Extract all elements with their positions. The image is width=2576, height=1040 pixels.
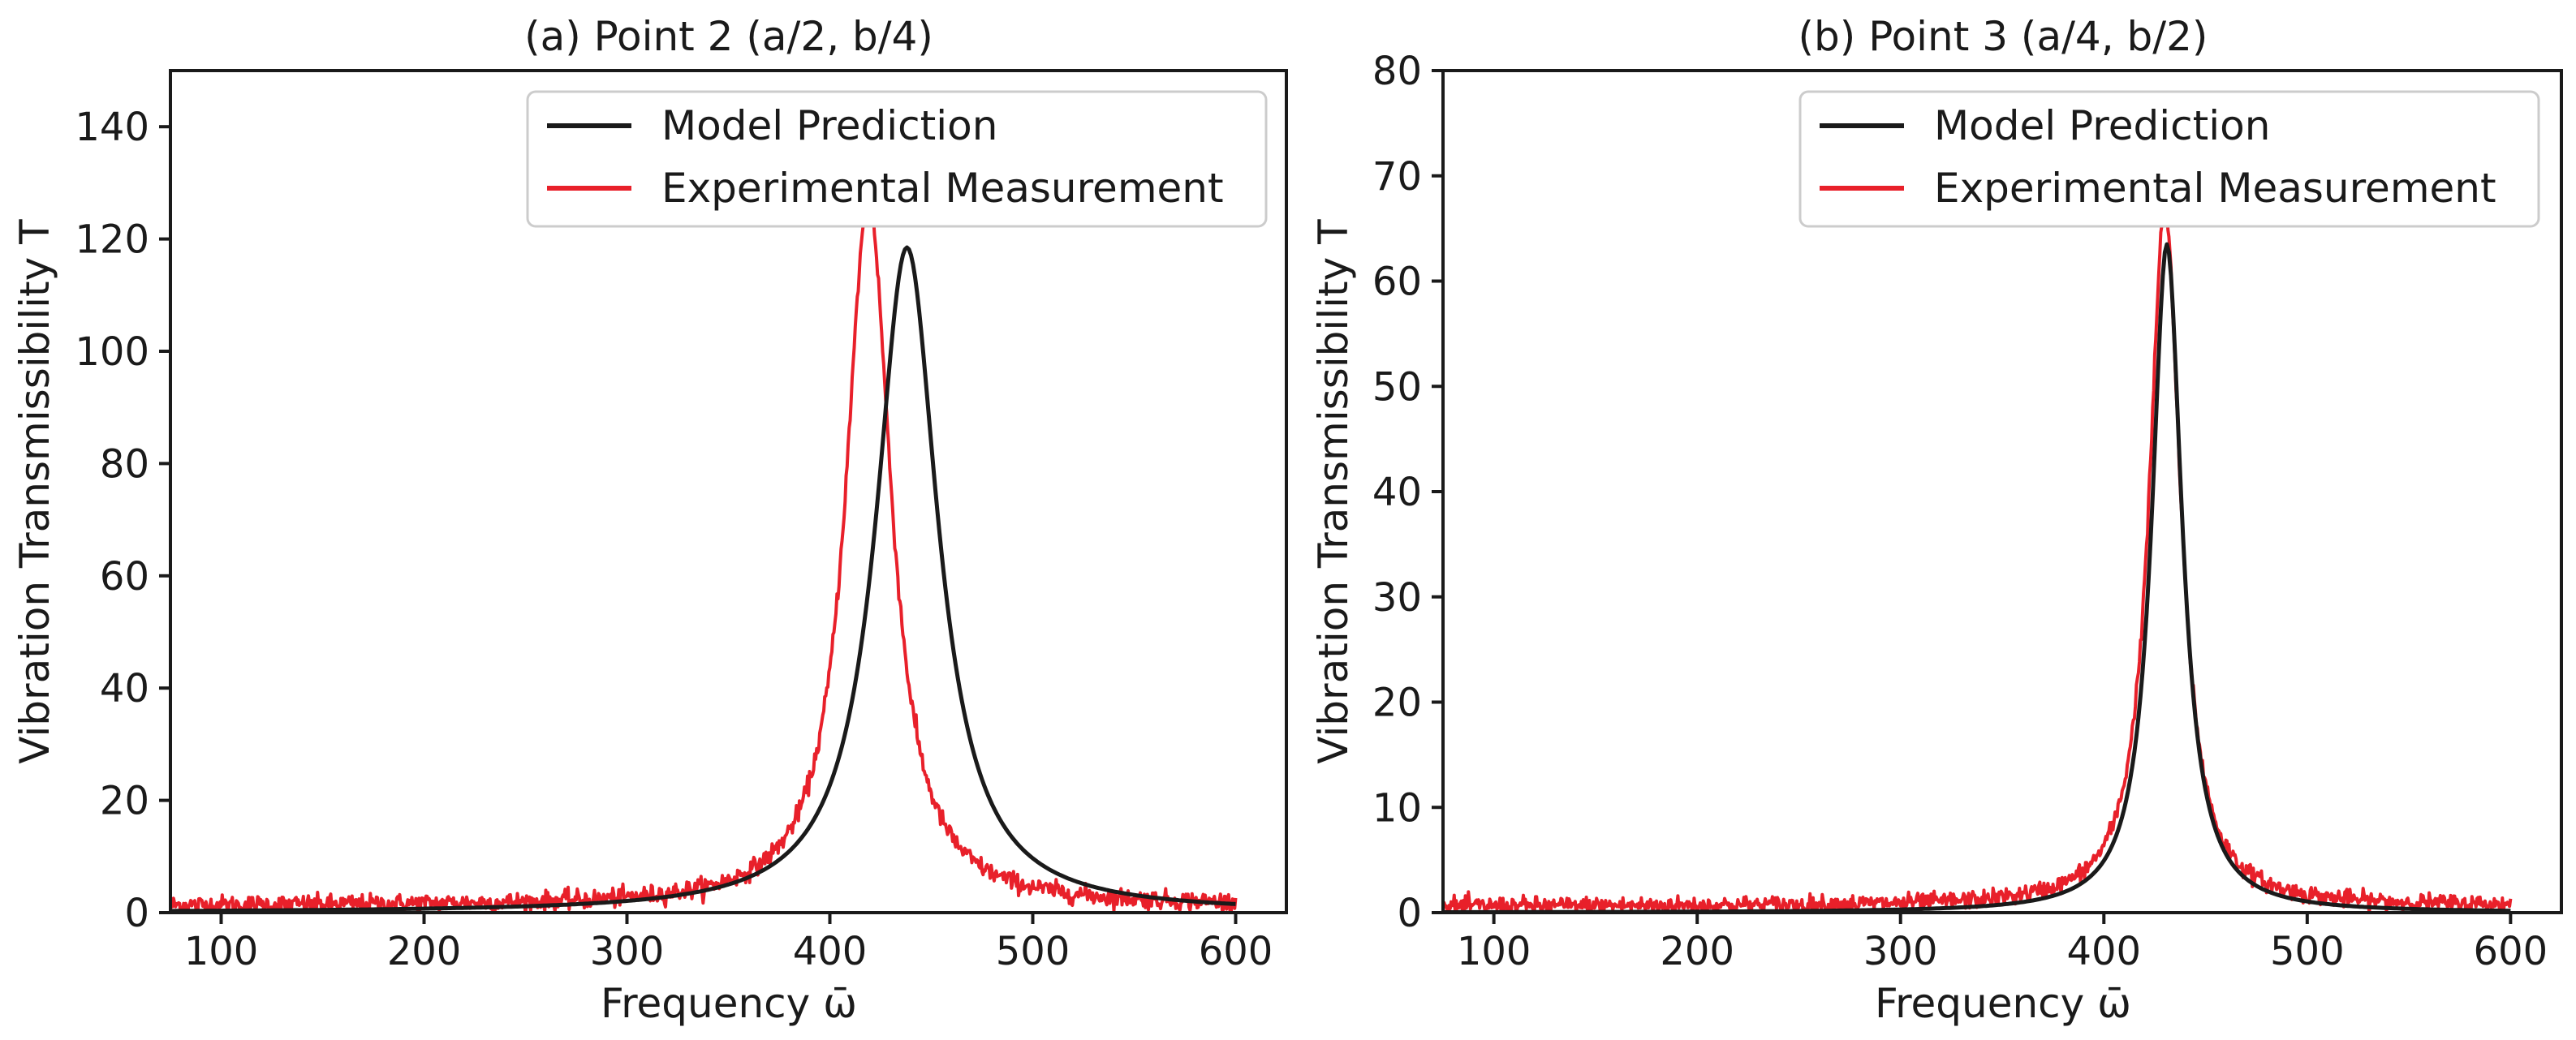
panel-a-xtick-label: 600 — [1199, 929, 1273, 974]
panel-a-ytick-label: 100 — [75, 329, 149, 375]
panel-b-ytick-label: 10 — [1372, 785, 1422, 831]
panel-a-ytick-label: 60 — [100, 554, 149, 600]
panel-b-xlabel: Frequency ω̄ — [1875, 980, 2131, 1027]
panel-b-legend-model-label: Model Prediction — [1934, 102, 2270, 149]
panel-b: (b) Point 3 (a/4, b/2) 100 200 300 400 500 60… — [1310, 13, 2563, 1027]
panel-b-xtick-label: 200 — [1660, 929, 1734, 974]
panel-b-title: (b) Point 3 (a/4, b/2) — [1798, 13, 2208, 60]
panel-b-series-model-prediction — [1443, 242, 2511, 913]
panel-b-ytick-label: 40 — [1372, 470, 1422, 515]
panel-a-ytick-label: 20 — [100, 779, 149, 824]
panel-a-title: (a) Point 2 (a/2, b/4) — [524, 13, 933, 60]
panel-b-ytick-label: 60 — [1372, 260, 1422, 305]
panel-b-ylabel: Vibration Transmissibility T — [1310, 219, 1357, 764]
panel-a-xlabel: Frequency ω̄ — [601, 980, 857, 1027]
panel-a-ytick-label: 120 — [75, 217, 149, 263]
panel-b-ytick-label: 70 — [1372, 154, 1422, 200]
panel-a-legend-exp-label: Experimental Measurement — [661, 165, 1224, 212]
panel-a-ytick-label: 0 — [124, 891, 149, 936]
panel-b-xtick-label: 500 — [2270, 929, 2345, 974]
panel-b-legend: Model Prediction Experimental Measuremen… — [1798, 90, 2540, 228]
panel-b-legend-exp-label: Experimental Measurement — [1934, 165, 2496, 212]
panel-b-xtick-label: 100 — [1457, 929, 1531, 974]
panel-a-series-experimental-measurement — [170, 197, 1238, 913]
panel-a-xtick-label: 300 — [590, 929, 665, 974]
panel-b-ytick-label: 30 — [1372, 575, 1422, 621]
panel-a-xtick-label: 100 — [184, 929, 259, 974]
panel-a-xtick-label: 200 — [387, 929, 462, 974]
panel-a-frame — [169, 69, 1288, 914]
panel-a-ytick-label: 40 — [100, 666, 149, 711]
panel-b-ytick-label: 80 — [1372, 49, 1422, 94]
panel-a: (a) Point 2 (a/2, b/4) 100 200 300 400 500 60… — [11, 13, 1288, 1027]
panel-a-ylabel: Vibration Transmissibility T — [11, 219, 58, 764]
panel-b-xtick-label: 400 — [2066, 929, 2141, 974]
panel-b-xtick-label: 600 — [2474, 929, 2548, 974]
panel-b-xtick-label: 300 — [1863, 929, 1938, 974]
panel-a-series-model-prediction — [170, 245, 1236, 913]
panel-b-series-experimental-measurement — [1443, 196, 2513, 913]
panel-b-ytick-label: 50 — [1372, 364, 1422, 410]
panel-b-legend-box — [1798, 90, 2540, 228]
panel-a-xtick-label: 500 — [996, 929, 1070, 974]
panel-a-legend-model-label: Model Prediction — [661, 102, 997, 149]
panel-a-legend: Model Prediction Experimental Measuremen… — [526, 90, 1268, 228]
panel-a-legend-box — [526, 90, 1268, 228]
panel-b-ytick-label: 0 — [1397, 891, 1422, 936]
panel-a-ytick-label: 140 — [75, 105, 149, 150]
panel-b-ytick-label: 20 — [1372, 681, 1422, 726]
panel-a-ytick-label: 80 — [100, 441, 149, 487]
panel-a-xtick-label: 400 — [793, 929, 868, 974]
